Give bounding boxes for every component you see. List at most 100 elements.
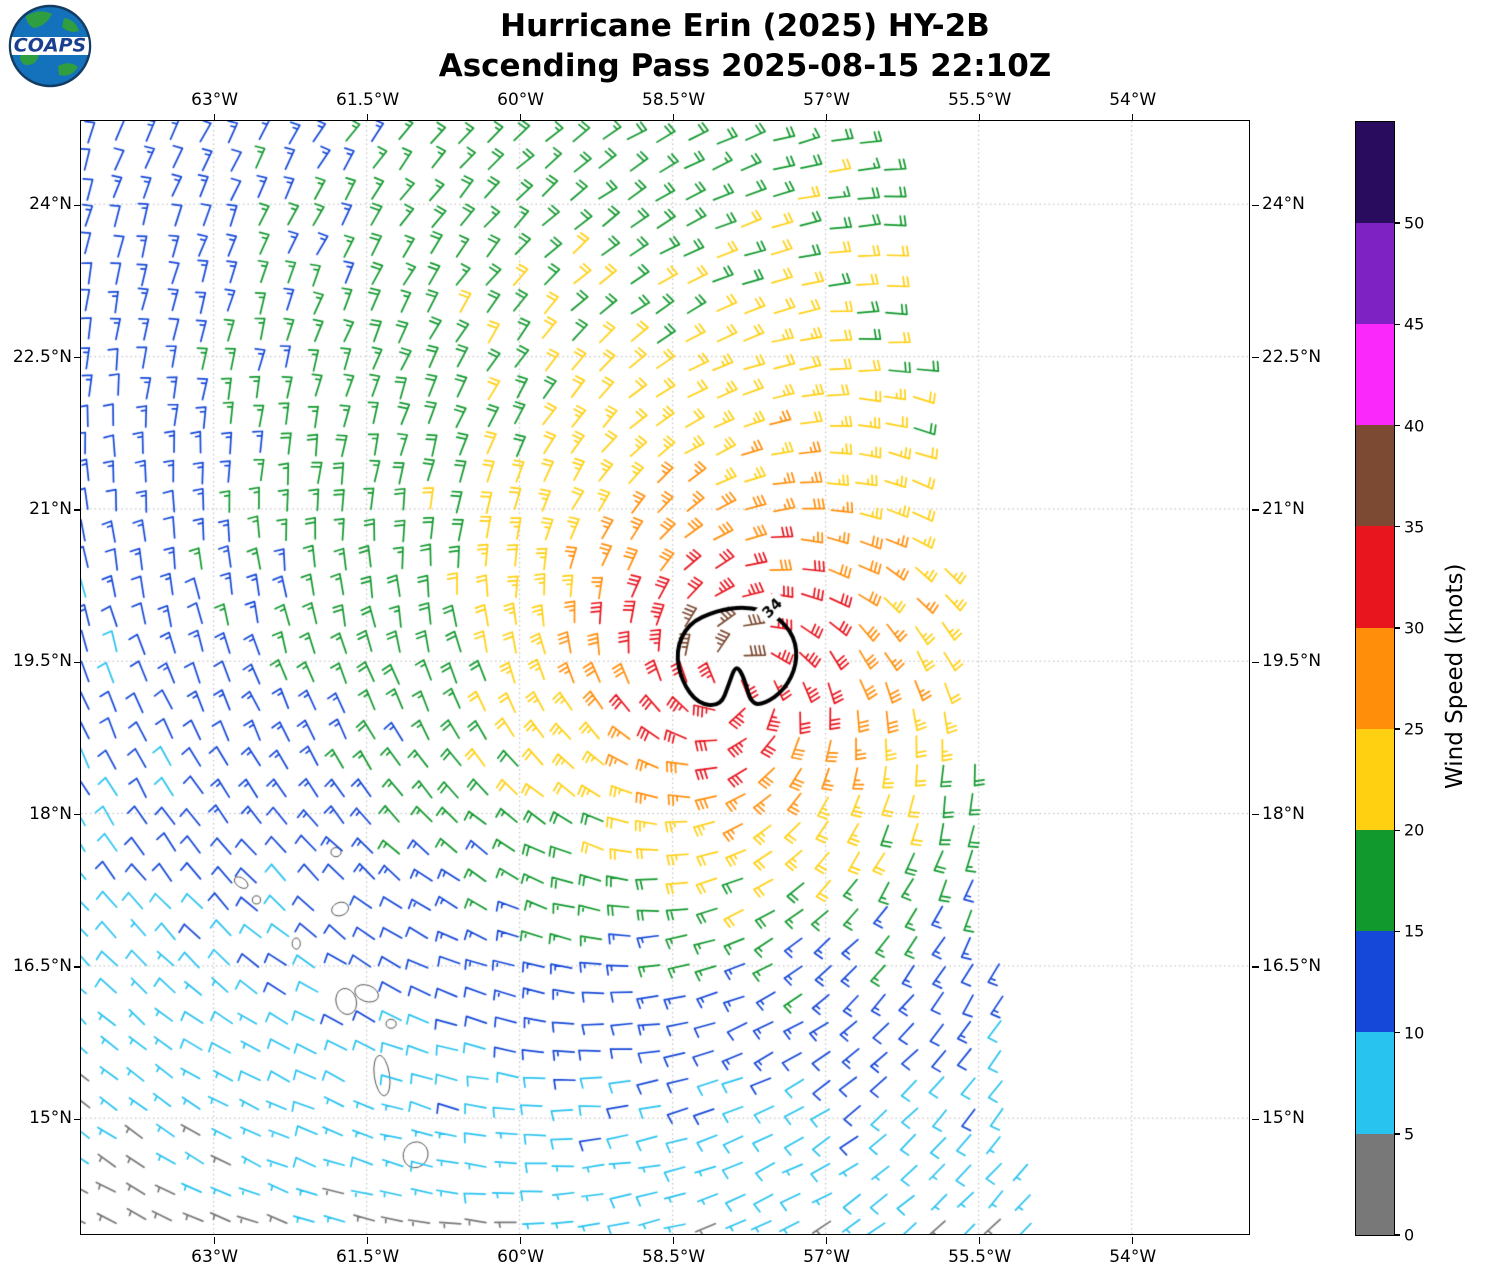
x-tick-label: 55.5°W: [948, 1247, 1012, 1264]
tick-mark: [978, 1236, 981, 1244]
x-tick-label: 54°W: [1109, 1247, 1157, 1264]
tick-mark: [1251, 966, 1259, 968]
colorbar-tick-label: 25: [1404, 719, 1425, 739]
title-line-2: Ascending Pass 2025-08-15 22:10Z: [438, 48, 1052, 84]
y-tick-label: 19.5°N: [12, 651, 72, 672]
colorbar-segment: [1356, 526, 1394, 628]
x-tick-label: 54°W: [1109, 90, 1157, 110]
tick-mark: [1251, 509, 1259, 511]
x-tick-label: 63°W: [191, 90, 239, 110]
colorbar-segment: [1356, 728, 1394, 830]
colorbar-tick-mark: [1394, 526, 1401, 528]
y-tick-label: 22.5°N: [1262, 346, 1322, 367]
colorbar-tick-mark: [1394, 222, 1401, 224]
colorbar-segment: [1356, 830, 1394, 932]
y-tick-label: 22.5°N: [12, 346, 72, 367]
colorbar-tick-mark: [1394, 323, 1401, 326]
tick-mark: [1251, 1118, 1259, 1120]
colorbar-tick-label: 5: [1404, 1124, 1415, 1144]
plot-frame: [80, 120, 1251, 1236]
tick-mark: [1251, 813, 1259, 816]
colorbar-tick-mark: [1394, 1234, 1401, 1236]
y-tick-label: 15°N: [1262, 1108, 1305, 1129]
y-tick-label: 16.5°N: [12, 955, 72, 976]
colorbar-segment: [1356, 931, 1394, 1033]
colorbar-tick-mark: [1394, 930, 1401, 933]
x-tick-label: 55.5°W: [948, 90, 1012, 110]
colorbar: [1355, 120, 1395, 1236]
colorbar-tick-mark: [1394, 1031, 1401, 1034]
colorbar-segment: [1356, 222, 1394, 325]
colorbar-segment: [1356, 121, 1394, 223]
colorbar-tick-label: 10: [1404, 1023, 1425, 1043]
tick-mark: [74, 204, 81, 206]
tick-mark: [74, 966, 81, 968]
colorbar-tick-mark: [1394, 424, 1401, 427]
x-tick-label: 61.5°W: [336, 1247, 400, 1264]
tick-mark: [672, 114, 675, 121]
tick-mark: [519, 114, 522, 121]
tick-mark: [1251, 356, 1259, 359]
y-tick-label: 16.5°N: [1262, 955, 1322, 976]
colorbar-tick-label: 15: [1404, 921, 1425, 941]
x-tick-label: 61.5°W: [336, 90, 400, 110]
y-tick-label: 15°N: [29, 1108, 72, 1129]
x-tick-label: 63°W: [191, 1247, 239, 1264]
tick-mark: [213, 114, 216, 121]
colorbar-tick-label: 40: [1404, 416, 1425, 436]
tick-mark: [1251, 204, 1259, 206]
colorbar-tick-mark: [1394, 728, 1401, 730]
x-tick-label: 60°W: [497, 90, 545, 110]
colorbar-segment: [1356, 1133, 1394, 1235]
x-tick-label: 58.5°W: [642, 1247, 706, 1264]
colorbar-segment: [1356, 627, 1394, 729]
x-tick-label: 60°W: [497, 1247, 545, 1264]
tick-mark: [672, 1236, 675, 1244]
colorbar-segment: [1356, 324, 1394, 426]
tick-mark: [74, 356, 81, 359]
y-tick-label: 21°N: [1262, 498, 1305, 519]
tick-mark: [1131, 1236, 1134, 1244]
logo-landmasses: [11, 11, 89, 76]
x-tick-label: 57°W: [803, 1247, 851, 1264]
colorbar-tick-label: 30: [1404, 618, 1425, 638]
y-tick-label: 18°N: [29, 803, 72, 824]
y-tick-label: 24°N: [1262, 194, 1305, 215]
tick-mark: [1131, 114, 1134, 121]
y-tick-label: 19.5°N: [1262, 651, 1322, 672]
colorbar-axis-label: Wind Speed (knots): [1442, 563, 1468, 790]
wind-barb-map: [81, 121, 1250, 1235]
colorbar-tick-mark: [1394, 829, 1401, 831]
tick-mark: [74, 813, 81, 816]
x-tick-label: 58.5°W: [642, 90, 706, 110]
colorbar-tick-mark: [1394, 627, 1401, 629]
tick-mark: [519, 1236, 522, 1244]
logo-band: [11, 37, 89, 55]
tick-mark: [366, 114, 369, 121]
colorbar-tick-label: 0: [1404, 1225, 1415, 1245]
coaps-logo: COAPS: [8, 4, 92, 88]
tick-mark: [74, 661, 81, 663]
colorbar-tick-label: 50: [1404, 213, 1425, 233]
tick-mark: [366, 1236, 369, 1244]
colorbar-segment: [1356, 425, 1394, 527]
y-tick-label: 21°N: [29, 498, 72, 519]
page-title: Hurricane Erin (2025) HY-2B Ascending Pa…: [0, 6, 1490, 86]
x-tick-label: 57°W: [803, 90, 851, 110]
title-line-1: Hurricane Erin (2025) HY-2B: [500, 8, 990, 44]
tick-mark: [825, 114, 828, 121]
colorbar-segment: [1356, 1032, 1394, 1134]
y-tick-label: 24°N: [29, 194, 72, 215]
tick-mark: [74, 509, 81, 511]
tick-mark: [978, 114, 981, 121]
y-tick-label: 18°N: [1262, 803, 1305, 824]
tick-mark: [825, 1236, 828, 1244]
colorbar-tick-mark: [1394, 1133, 1401, 1135]
colorbar-tick-label: 20: [1404, 820, 1425, 840]
colorbar-tick-label: 35: [1404, 517, 1425, 537]
tick-mark: [1251, 661, 1259, 663]
tick-mark: [74, 1118, 81, 1120]
colorbar-tick-label: 45: [1404, 314, 1425, 334]
coaps-logo-text: COAPS: [14, 35, 86, 57]
